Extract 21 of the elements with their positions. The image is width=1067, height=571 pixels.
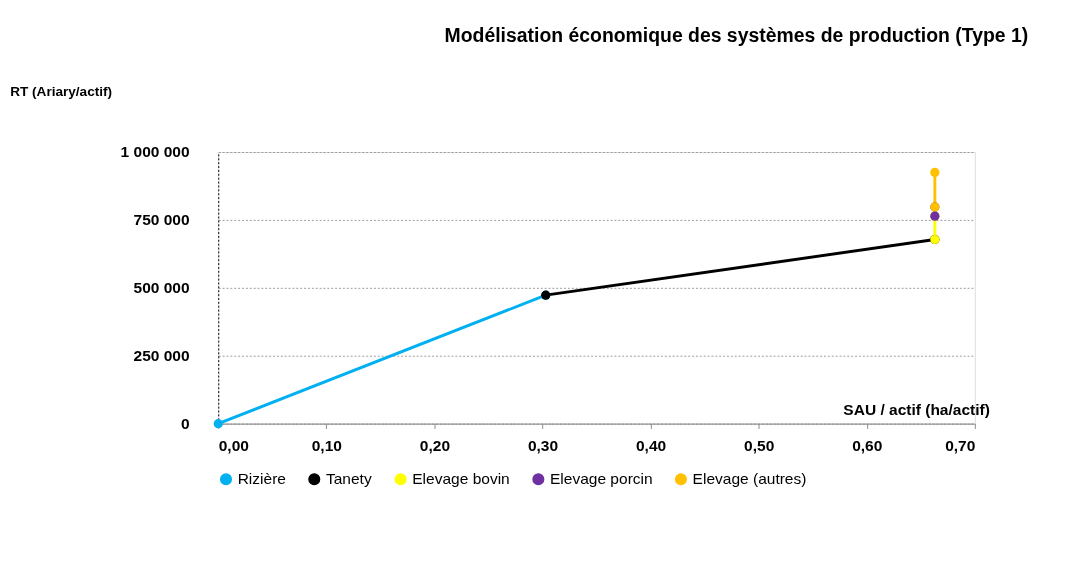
y-tick-label: 250 000 xyxy=(133,347,190,365)
x-tick-label: 0,00 xyxy=(218,437,249,455)
legend-label: Tanety xyxy=(325,470,372,488)
x-tick-label: 0,70 xyxy=(945,437,976,455)
y-tick-label: 500 000 xyxy=(133,279,190,297)
legend-label: Elevage porcin xyxy=(549,470,653,488)
x-tick-label: 0,10 xyxy=(311,437,342,455)
x-tick-label: 0,20 xyxy=(419,437,451,455)
legend-label: Rizière xyxy=(237,470,286,488)
x-axis-title: SAU / actif (ha/actif) xyxy=(843,401,990,419)
x-tick-label: 0,60 xyxy=(852,437,883,455)
x-tick-label: 0,30 xyxy=(527,437,559,455)
y-axis-title: RT (Ariary/actif) xyxy=(10,84,113,100)
legend-label: Elevage bovin xyxy=(412,470,510,488)
x-tick-label: 0,40 xyxy=(635,437,667,455)
chart-title: Modélisation économique des systèmes de production (Type 1) xyxy=(444,24,1029,47)
y-tick-label: 0 xyxy=(180,414,190,432)
y-tick-label: 1 000 000 xyxy=(120,143,190,161)
y-tick-label: 750 000 xyxy=(133,211,190,229)
legend-label: Elevage (autres) xyxy=(692,470,807,488)
x-tick-label: 0,50 xyxy=(744,437,775,455)
